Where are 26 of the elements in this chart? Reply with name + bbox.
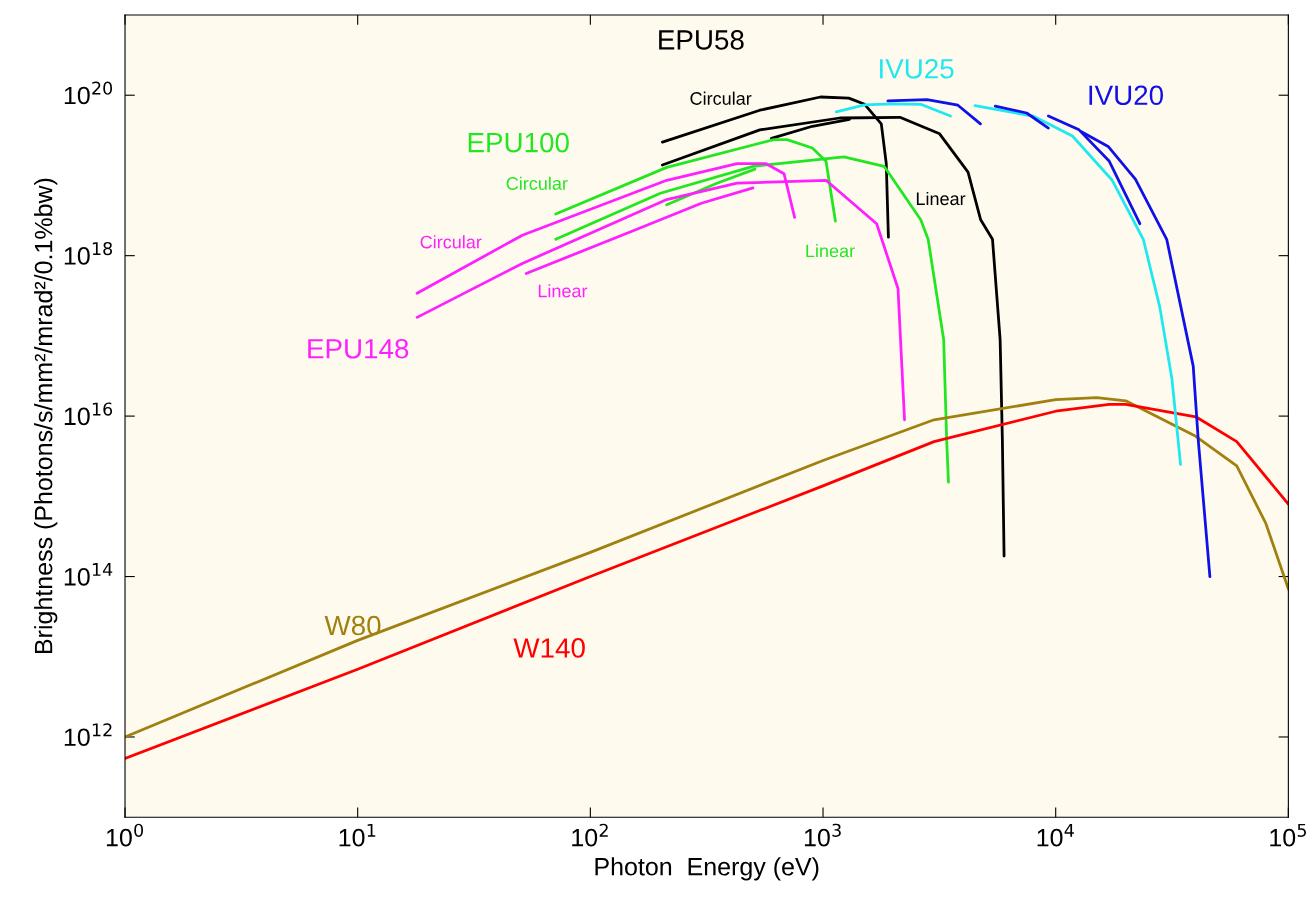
- y-tick-label: 10$^{16}$: [64, 402, 113, 426]
- y-tick-label: 10$^{20}$: [64, 81, 113, 105]
- annotation: Circular: [420, 235, 482, 249]
- annotation: W140: [513, 638, 585, 658]
- annotation: IVU25: [880, 58, 954, 79]
- annotation: EPU148: [308, 338, 409, 359]
- annotation: W80: [324, 615, 381, 636]
- x-tick-label: 10$^{1}$: [339, 823, 376, 847]
- annotation: Circular: [506, 176, 568, 190]
- annotation: EPU58: [659, 30, 744, 50]
- y-tick-label: 10$^{12}$: [64, 723, 112, 747]
- y-tick-label: 10$^{18}$: [64, 241, 113, 265]
- x-tick-label: 10$^{5}$: [1270, 823, 1307, 847]
- annotation: Linear: [538, 284, 588, 298]
- annotation: IVU20: [1089, 85, 1164, 106]
- y-tick-label: 10$^{14}$: [64, 563, 113, 586]
- annotation: EPU100: [468, 132, 569, 153]
- annotation: Circular: [690, 91, 752, 105]
- x-tick-label: 10$^{3}$: [804, 823, 841, 847]
- y-axis-title: Brightness (Photons/s/mm²/mrad²/0.1%bw): [34, 178, 58, 653]
- annotation: Linear: [806, 244, 855, 258]
- annotation: Linear: [916, 191, 966, 206]
- x-tick-label: 10$^{0}$: [106, 823, 144, 847]
- x-tick-label: 10$^{4}$: [1037, 823, 1074, 847]
- x-axis-title: Photon Energy (eV): [595, 857, 819, 881]
- x-tick-label: 10$^{2}$: [572, 823, 608, 847]
